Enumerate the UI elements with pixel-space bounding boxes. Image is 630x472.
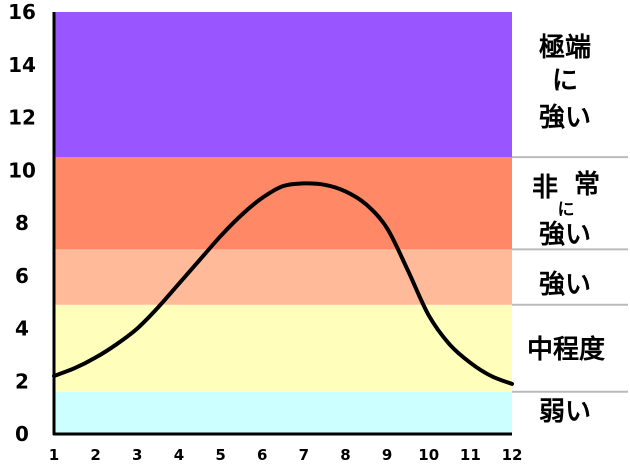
series-lines (52, 181, 514, 386)
y-tick-12: 12 (8, 106, 36, 130)
band-label-strong: 強い (539, 270, 591, 300)
y-tick-6: 6 (15, 264, 29, 288)
x-tick-9: 9 (382, 446, 392, 464)
band-label-moderate: 中程度 (527, 334, 605, 365)
band-1 (54, 304, 512, 392)
band-label-extreme-line1: 極端 (539, 33, 591, 63)
y-tick-8: 8 (15, 211, 29, 235)
x-tick-2: 2 (90, 446, 100, 464)
band-labels: 極端 に 強い 非 常 に 強い 強い 中程度 弱い (527, 33, 605, 427)
x-tick-7: 7 (299, 446, 309, 464)
axes (52, 12, 512, 436)
x-tick-4: 4 (174, 446, 184, 464)
y-tick-14: 14 (8, 53, 36, 77)
x-tick-12: 12 (502, 446, 523, 464)
x-tick-6: 6 (257, 446, 267, 464)
y-tick-10: 10 (8, 158, 36, 182)
x-tick-labels: 1 2 3 4 5 6 7 8 9 10 11 12 (49, 446, 523, 464)
y-tick-16: 16 (8, 0, 36, 24)
band-0 (54, 391, 512, 434)
severity-bands (54, 12, 512, 434)
x-tick-11: 11 (460, 446, 481, 464)
band-label-very-strong-jo: 常 (574, 170, 600, 200)
band-label-weak: 弱い (539, 397, 591, 427)
band-divider-lines (512, 156, 628, 393)
band-label-very-strong-hi: 非 (532, 173, 558, 203)
band-4 (54, 12, 512, 158)
band-label-extreme-line3: 強い (539, 103, 591, 133)
band-3 (54, 157, 512, 250)
x-tick-1: 1 (49, 446, 59, 464)
y-tick-2: 2 (15, 369, 29, 393)
y-tick-4: 4 (15, 317, 29, 341)
band-label-very-strong-ni: に (558, 200, 575, 220)
x-tick-3: 3 (132, 446, 142, 464)
band-label-very-strong-tsuyoi: 強い (539, 220, 591, 250)
y-tick-labels: 0 2 4 6 8 10 12 14 16 (8, 0, 36, 446)
x-tick-8: 8 (340, 446, 350, 464)
x-tick-10: 10 (418, 446, 439, 464)
x-tick-5: 5 (215, 446, 225, 464)
band-2 (54, 249, 512, 305)
y-tick-0: 0 (15, 422, 29, 446)
band-label-extreme-line2: に (552, 66, 578, 96)
series-line-0 (52, 181, 514, 386)
